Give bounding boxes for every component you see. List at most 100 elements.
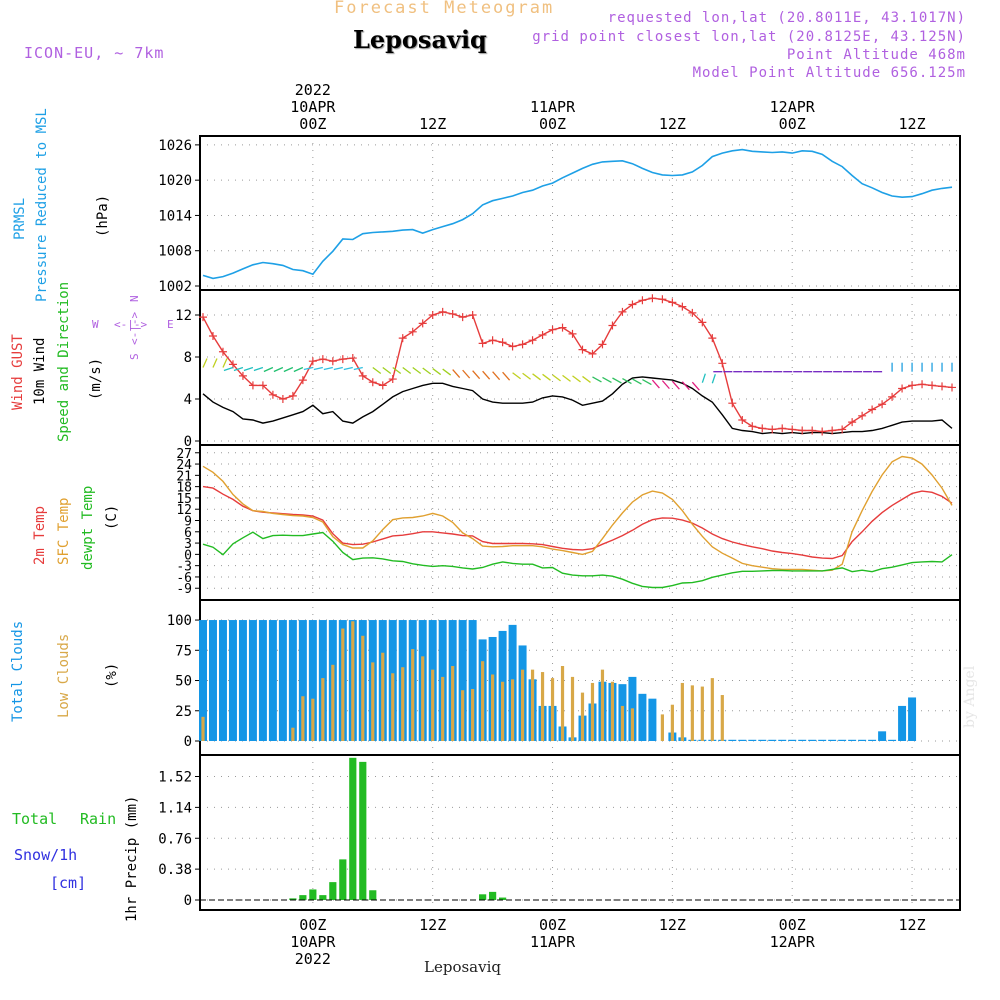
location-title: Leposaviq (353, 25, 487, 54)
total-cloud-bar (728, 739, 737, 741)
gust-marker (648, 294, 657, 303)
rain-bar (289, 898, 297, 900)
low-cloud-bar (461, 690, 465, 741)
gust-marker (768, 425, 777, 434)
low-cloud-bar (201, 716, 205, 741)
total-cloud-bar (258, 620, 267, 741)
panel-frame-2 (199, 444, 961, 601)
low-cloud-bar (580, 692, 585, 741)
gust-marker (808, 426, 817, 435)
gust-marker (678, 302, 687, 311)
temp2m-label: 2m Temp (32, 505, 48, 565)
direction-arrow (392, 366, 402, 375)
rain-bar (349, 757, 357, 900)
direction-arrow (661, 380, 670, 390)
time-label-bottom: 2022 (295, 950, 331, 968)
gust-marker (858, 411, 867, 420)
direction-arrow (492, 371, 501, 381)
low-cloud-bar (421, 656, 425, 741)
gust-marker (558, 323, 567, 332)
low-cloud-bar (540, 672, 545, 741)
total-cloud-bar (908, 697, 917, 741)
y-tick-label: 25 (175, 704, 192, 720)
low-cloud-bar (311, 698, 315, 741)
y-tick-label: -3 (176, 560, 192, 575)
low-cloud-bar (291, 727, 295, 741)
direction-arrow (582, 375, 591, 383)
direction-arrow (612, 377, 622, 384)
gust-marker (358, 371, 367, 380)
gust-marker (798, 426, 807, 435)
low-cloud-bar (560, 666, 565, 741)
low-cloud-bar (431, 669, 435, 741)
low-cloud-bar (660, 714, 664, 741)
gust-marker (878, 400, 887, 409)
direction-arrow (303, 366, 313, 371)
direction-arrow (472, 370, 481, 380)
gust-marker (508, 342, 517, 351)
direction-arrow (602, 376, 612, 384)
low-cloud-bar (610, 681, 615, 741)
total-cloud-bar (288, 620, 297, 741)
gust-marker (888, 392, 897, 401)
gust-marker (698, 318, 707, 327)
total-cloud-bar (878, 731, 887, 741)
low-cloud-bar (371, 662, 375, 741)
low-cloud-bar (331, 664, 335, 741)
direction-arrow (293, 366, 304, 373)
gust-marker (578, 345, 587, 354)
y-tick-label: 0 (184, 548, 192, 563)
low-cloud-bar (570, 676, 575, 741)
total-cloud-bar (778, 739, 787, 741)
compass-w: W (92, 318, 99, 331)
time-label-bottom: 12APR (770, 933, 816, 951)
time-label-top: 11APR (530, 98, 576, 116)
low-cloud-bar (680, 682, 684, 741)
rain-bar (329, 882, 337, 900)
low-cloud-bar (590, 682, 595, 741)
total-cloud-bar (748, 739, 757, 741)
direction-arrow (651, 379, 660, 389)
gust-marker (418, 319, 427, 328)
direction-arrow (572, 375, 581, 383)
low-clouds-label: Low Clouds (56, 633, 72, 718)
direction-arrow (382, 366, 392, 375)
sfc-temp-label: SFC Temp (56, 497, 72, 565)
gust-marker (818, 427, 827, 436)
gust-marker (928, 381, 937, 390)
rain-bar (479, 894, 487, 900)
low-cloud-bar (351, 621, 355, 741)
gust-marker (238, 371, 247, 380)
gust-marker (288, 391, 297, 400)
direction-arrow (233, 366, 244, 372)
gust-marker (568, 329, 577, 338)
direction-arrow (253, 366, 264, 372)
snow-label: Snow/1h (14, 846, 78, 864)
low-cloud-bar (321, 678, 325, 741)
total-cloud-bar (858, 739, 867, 741)
panel-grid-4 (200, 755, 960, 910)
gust-marker (628, 300, 637, 309)
total-cloud-bar (458, 620, 467, 741)
total-cloud-bar (199, 620, 207, 741)
gust-marker (478, 339, 487, 348)
gust-marker (448, 309, 457, 318)
panel-frame-1 (199, 289, 961, 446)
rain-bar (499, 897, 507, 900)
y-tick-label: 6 (184, 526, 192, 541)
total-cloud-bar (818, 739, 827, 741)
panel-grid-2 (200, 445, 960, 600)
gust-marker (868, 405, 877, 414)
dewpt-label: dewpt Temp (80, 485, 96, 570)
gust-marker (948, 383, 957, 392)
pressure-line (202, 148, 953, 280)
time-label-bottom: 11APR (530, 933, 576, 951)
low-cloud-bar (341, 628, 345, 741)
low-cloud-bar (670, 704, 674, 741)
gust-marker (908, 381, 917, 390)
gust-marker (898, 384, 907, 393)
direction-arrow (592, 376, 602, 383)
direction-arrow (542, 373, 551, 381)
total-cloud-bar (738, 739, 747, 741)
total-clouds-label: Total Clouds (10, 620, 26, 722)
